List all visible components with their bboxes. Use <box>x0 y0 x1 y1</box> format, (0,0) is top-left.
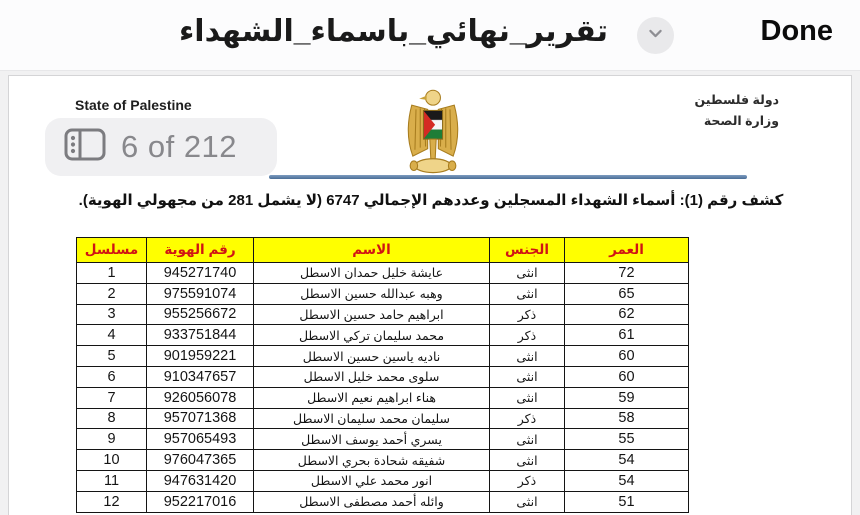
pdf-page[interactable]: State of Palestine 6 of 212 دولة فلسطين … <box>8 75 852 515</box>
table-cell: 58 <box>564 407 689 430</box>
table-cell: انثى <box>489 490 565 513</box>
table-cell: 933751844 <box>146 324 254 347</box>
table-cell: ذكر <box>489 324 565 347</box>
ministry-line-2: وزارة الصحة <box>703 114 779 128</box>
sidebar-thumbnails-icon <box>63 127 107 167</box>
table-row: 4 933751844 محمد سليمان تركي الاسطل ذكر 61 <box>76 324 689 347</box>
table-row: 1 945271740 عايشة خليل حمدان الاسطل انثى 72 <box>76 262 689 284</box>
table-cell: 3 <box>76 303 147 326</box>
quicklook-toolbar: تقرير_نهائي_باسماء_الشهداء Done <box>0 0 860 71</box>
table-cell: شفيقه شحادة بحري الاسطل <box>253 449 490 471</box>
table-cell: 2 <box>76 282 147 305</box>
page-indicator[interactable]: 6 of 212 <box>45 118 277 176</box>
table-row: 7 926056078 هناء ابراهيم نعيم الاسطل انثى 59 <box>76 386 689 409</box>
done-button[interactable]: Done <box>760 15 834 47</box>
table-cell: 54 <box>564 469 689 492</box>
table-cell: 9 <box>76 428 147 451</box>
table-cell: 54 <box>564 449 689 471</box>
table-cell: انثى <box>489 282 565 305</box>
table-cell: 55 <box>564 428 689 451</box>
page-indicator-label: 6 of 212 <box>121 129 238 164</box>
table-cell: 12 <box>76 490 147 513</box>
ministry-header: دولة فلسطين وزارة الصحة <box>695 90 779 132</box>
table-cell: 11 <box>76 469 147 492</box>
title-menu-button[interactable] <box>637 17 674 54</box>
table-cell: 975591074 <box>146 282 254 305</box>
table-cell: 957065493 <box>146 428 254 451</box>
table-cell: 952217016 <box>146 490 254 513</box>
table-cell: 65 <box>564 282 689 305</box>
table-cell: 955256672 <box>146 303 254 326</box>
report-caption: كشف رقم (1): أسماء الشهداء المسجلين وعدد… <box>78 192 784 209</box>
table-cell: وهبه عبدالله حسين الاسطل <box>253 282 490 305</box>
martyrs-table: مسلسل رقم الهوية الاسم الجنس العمر 1 94527174… <box>76 237 689 513</box>
table-cell: انثى <box>489 345 565 367</box>
table-row: 12 952217016 وائله أحمد مصطفى الاسطل انثى 51 <box>76 490 689 513</box>
table-cell: انثى <box>489 262 565 284</box>
table-cell: 1 <box>76 262 147 284</box>
table-cell: 7 <box>76 386 147 409</box>
column-header: الجنس <box>489 237 565 263</box>
table-cell: 901959221 <box>146 345 254 367</box>
table-cell: 945271740 <box>146 262 254 284</box>
header-row: مسلسل رقم الهوية الاسم الجنس العمر <box>76 237 689 263</box>
table-cell: 62 <box>564 303 689 326</box>
table-cell: سليمان محمد سليمان الاسطل <box>253 407 490 430</box>
table-cell: ناديه ياسين حسين الاسطل <box>253 345 490 367</box>
table-cell: 59 <box>564 386 689 409</box>
table-cell: 10 <box>76 449 147 471</box>
table-cell: 5 <box>76 345 147 367</box>
table-row: 10 976047365 شفيقه شحادة بحري الاسطل انثى 54 <box>76 449 689 471</box>
table-row: 5 901959221 ناديه ياسين حسين الاسطل انثى 60 <box>76 345 689 367</box>
table-cell: انور محمد علي الاسطل <box>253 469 490 492</box>
table-cell: 976047365 <box>146 449 254 471</box>
header-divider-line <box>269 175 747 179</box>
table-cell: 61 <box>564 324 689 347</box>
table-cell: 72 <box>564 262 689 284</box>
column-header: العمر <box>564 237 689 263</box>
table-cell: 6 <box>76 365 147 388</box>
table-row: 8 957071368 سليمان محمد سليمان الاسطل ذكر 58 <box>76 407 689 430</box>
table-cell: يسري أحمد يوسف الاسطل <box>253 428 490 451</box>
table-cell: 910347657 <box>146 365 254 388</box>
table-cell: 926056078 <box>146 386 254 409</box>
table-row: 9 957065493 يسري أحمد يوسف الاسطل انثى 55 <box>76 428 689 451</box>
table-cell: ذكر <box>489 303 565 326</box>
table-row: 6 910347657 سلوى محمد خليل الاسطل انثى 60 <box>76 365 689 388</box>
table-cell: 60 <box>564 345 689 367</box>
table-cell: محمد سليمان تركي الاسطل <box>253 324 490 347</box>
table-cell: 957071368 <box>146 407 254 430</box>
column-header: الاسم <box>253 237 490 263</box>
table-cell: 8 <box>76 407 147 430</box>
table-cell: هناء ابراهيم نعيم الاسطل <box>253 386 490 409</box>
state-of-palestine-label: State of Palestine <box>75 97 192 113</box>
table-cell: انثى <box>489 365 565 388</box>
palestine-coat-of-arms-icon <box>399 86 467 174</box>
table-cell: ابراهيم حامد حسين الاسطل <box>253 303 490 326</box>
ministry-line-1: دولة فلسطين <box>694 93 779 107</box>
table-row: 11 947631420 انور محمد علي الاسطل ذكر 54 <box>76 469 689 492</box>
document-title: تقرير_نهائي_باسماء_الشهداء <box>178 15 608 48</box>
column-header: مسلسل <box>76 237 147 263</box>
table-cell: ذكر <box>489 407 565 430</box>
table-cell: 4 <box>76 324 147 347</box>
table-cell: ذكر <box>489 469 565 492</box>
table-row: 2 975591074 وهبه عبدالله حسين الاسطل انثى 65 <box>76 282 689 305</box>
chevron-down-icon <box>647 25 664 47</box>
table-cell: سلوى محمد خليل الاسطل <box>253 365 490 388</box>
table-cell: عايشة خليل حمدان الاسطل <box>253 262 490 284</box>
table-cell: 60 <box>564 365 689 388</box>
table-row: 3 955256672 ابراهيم حامد حسين الاسطل ذكر 62 <box>76 303 689 326</box>
table-body: 1 945271740 عايشة خليل حمدان الاسطل انثى 72 2… <box>76 262 689 513</box>
table-header: مسلسل رقم الهوية الاسم الجنس العمر <box>76 237 689 263</box>
table-cell: انثى <box>489 449 565 471</box>
table-cell: انثى <box>489 428 565 451</box>
column-header: رقم الهوية <box>146 237 254 263</box>
table-cell: وائله أحمد مصطفى الاسطل <box>253 490 490 513</box>
table-cell: انثى <box>489 386 565 409</box>
table-cell: 51 <box>564 490 689 513</box>
table-cell: 947631420 <box>146 469 254 492</box>
